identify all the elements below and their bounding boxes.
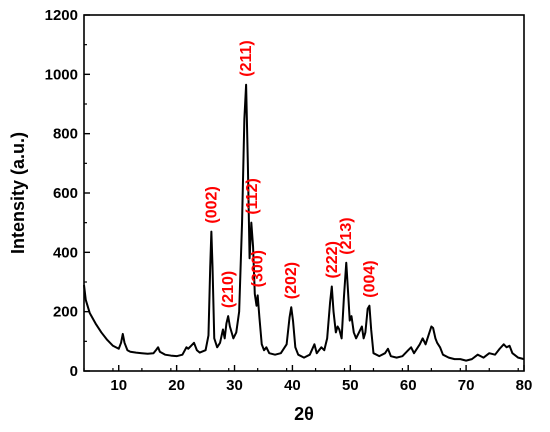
- y-tick-label: 0: [70, 363, 78, 380]
- x-tick-label: 30: [226, 377, 243, 394]
- x-tick-label: 60: [400, 377, 417, 394]
- plot-frame: [83, 14, 525, 372]
- y-tick-label: 1200: [45, 7, 78, 24]
- peak-label: (202): [283, 262, 300, 299]
- peak-label: (213): [338, 217, 355, 254]
- y-axis-title: Intensity (a.u.): [8, 132, 28, 254]
- y-axis-ticks: 0 200 400 600 800 1000 1200: [45, 7, 90, 380]
- x-tick-label: 20: [168, 377, 185, 394]
- x-tick-label: 50: [342, 377, 359, 394]
- peak-label: (210): [220, 271, 237, 308]
- y-tick-label: 600: [53, 185, 78, 202]
- peak-label: (211): [238, 40, 255, 76]
- peak-label: (300): [250, 250, 267, 287]
- peak-labels: (002) (210) (211) (112) (300) (202) (222)(213)…: [203, 40, 378, 308]
- peak-label: (002): [203, 186, 220, 223]
- y-tick-label: 200: [53, 304, 78, 321]
- peak-label: (004): [361, 260, 378, 297]
- y-tick-label: 800: [53, 126, 78, 143]
- y-tick-label: 1000: [45, 66, 78, 83]
- peak-label: (112): [244, 178, 261, 214]
- x-tick-label: 70: [458, 377, 475, 394]
- x-tick-label: 10: [110, 377, 127, 394]
- x-tick-label: 80: [516, 377, 533, 394]
- series-line: [83, 83, 525, 362]
- y-tick-label: 400: [53, 244, 78, 261]
- x-axis-ticks: 10 20 30 40 50 60 70 80: [83, 365, 533, 394]
- peak-label: (222): [324, 241, 341, 278]
- x-tick-label: 40: [284, 377, 301, 394]
- plot-area: [83, 14, 525, 372]
- x-axis-title: 2θ: [294, 404, 314, 424]
